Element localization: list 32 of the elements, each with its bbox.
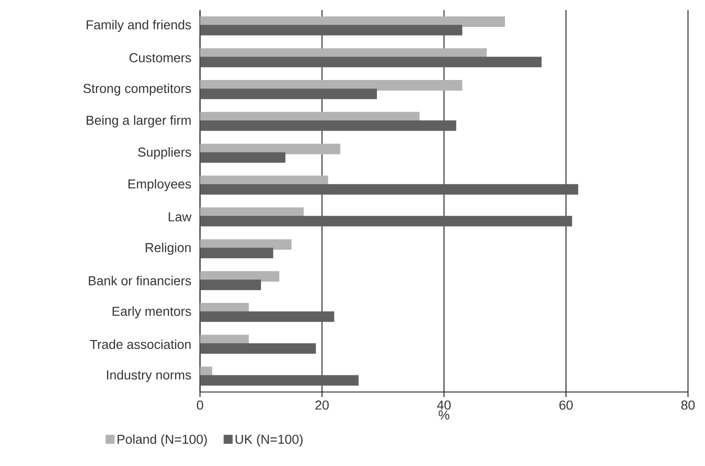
bar [200, 311, 334, 322]
legend-label: Poland (N=100) [118, 434, 207, 446]
bar [200, 343, 316, 354]
y-tick-label: Customers [130, 53, 192, 62]
y-tick-label: Trade association [90, 339, 191, 349]
x-tick-label: 20 [315, 400, 329, 410]
bar [200, 375, 359, 386]
y-tick-label: Bank or financiers [88, 276, 191, 286]
y-tick-label: Employees [128, 179, 192, 192]
y-tick-label: Strong competitors [83, 84, 192, 96]
y-tick-label: Early mentors [112, 306, 192, 318]
bar [200, 280, 262, 290]
bar [200, 216, 572, 226]
bar [200, 248, 274, 258]
y-tick-label: Industry norms [107, 370, 192, 382]
x-axis-title: % [438, 410, 450, 420]
bar [200, 88, 377, 100]
bar [200, 184, 578, 195]
x-tick-label: 40 [437, 400, 451, 410]
y-tick-label: Suppliers [138, 147, 192, 160]
bar [200, 24, 462, 36]
x-tick-label: 0 [196, 400, 204, 410]
bar [200, 56, 542, 68]
legend-label: UK (N=100) [236, 434, 303, 446]
y-tick-label: Law [168, 212, 192, 222]
x-tick-label: 60 [559, 400, 573, 410]
x-tick-label: 80 [681, 400, 695, 410]
bar [200, 120, 456, 131]
bar [200, 152, 286, 163]
y-tick-label: Family and friends [86, 20, 191, 32]
y-tick-label: Being a larger firm [86, 115, 191, 128]
y-tick-label: Religion [146, 242, 191, 255]
